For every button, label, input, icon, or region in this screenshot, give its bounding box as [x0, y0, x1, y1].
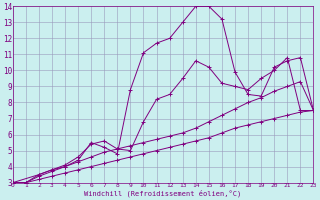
- X-axis label: Windchill (Refroidissement éolien,°C): Windchill (Refroidissement éolien,°C): [84, 190, 242, 197]
